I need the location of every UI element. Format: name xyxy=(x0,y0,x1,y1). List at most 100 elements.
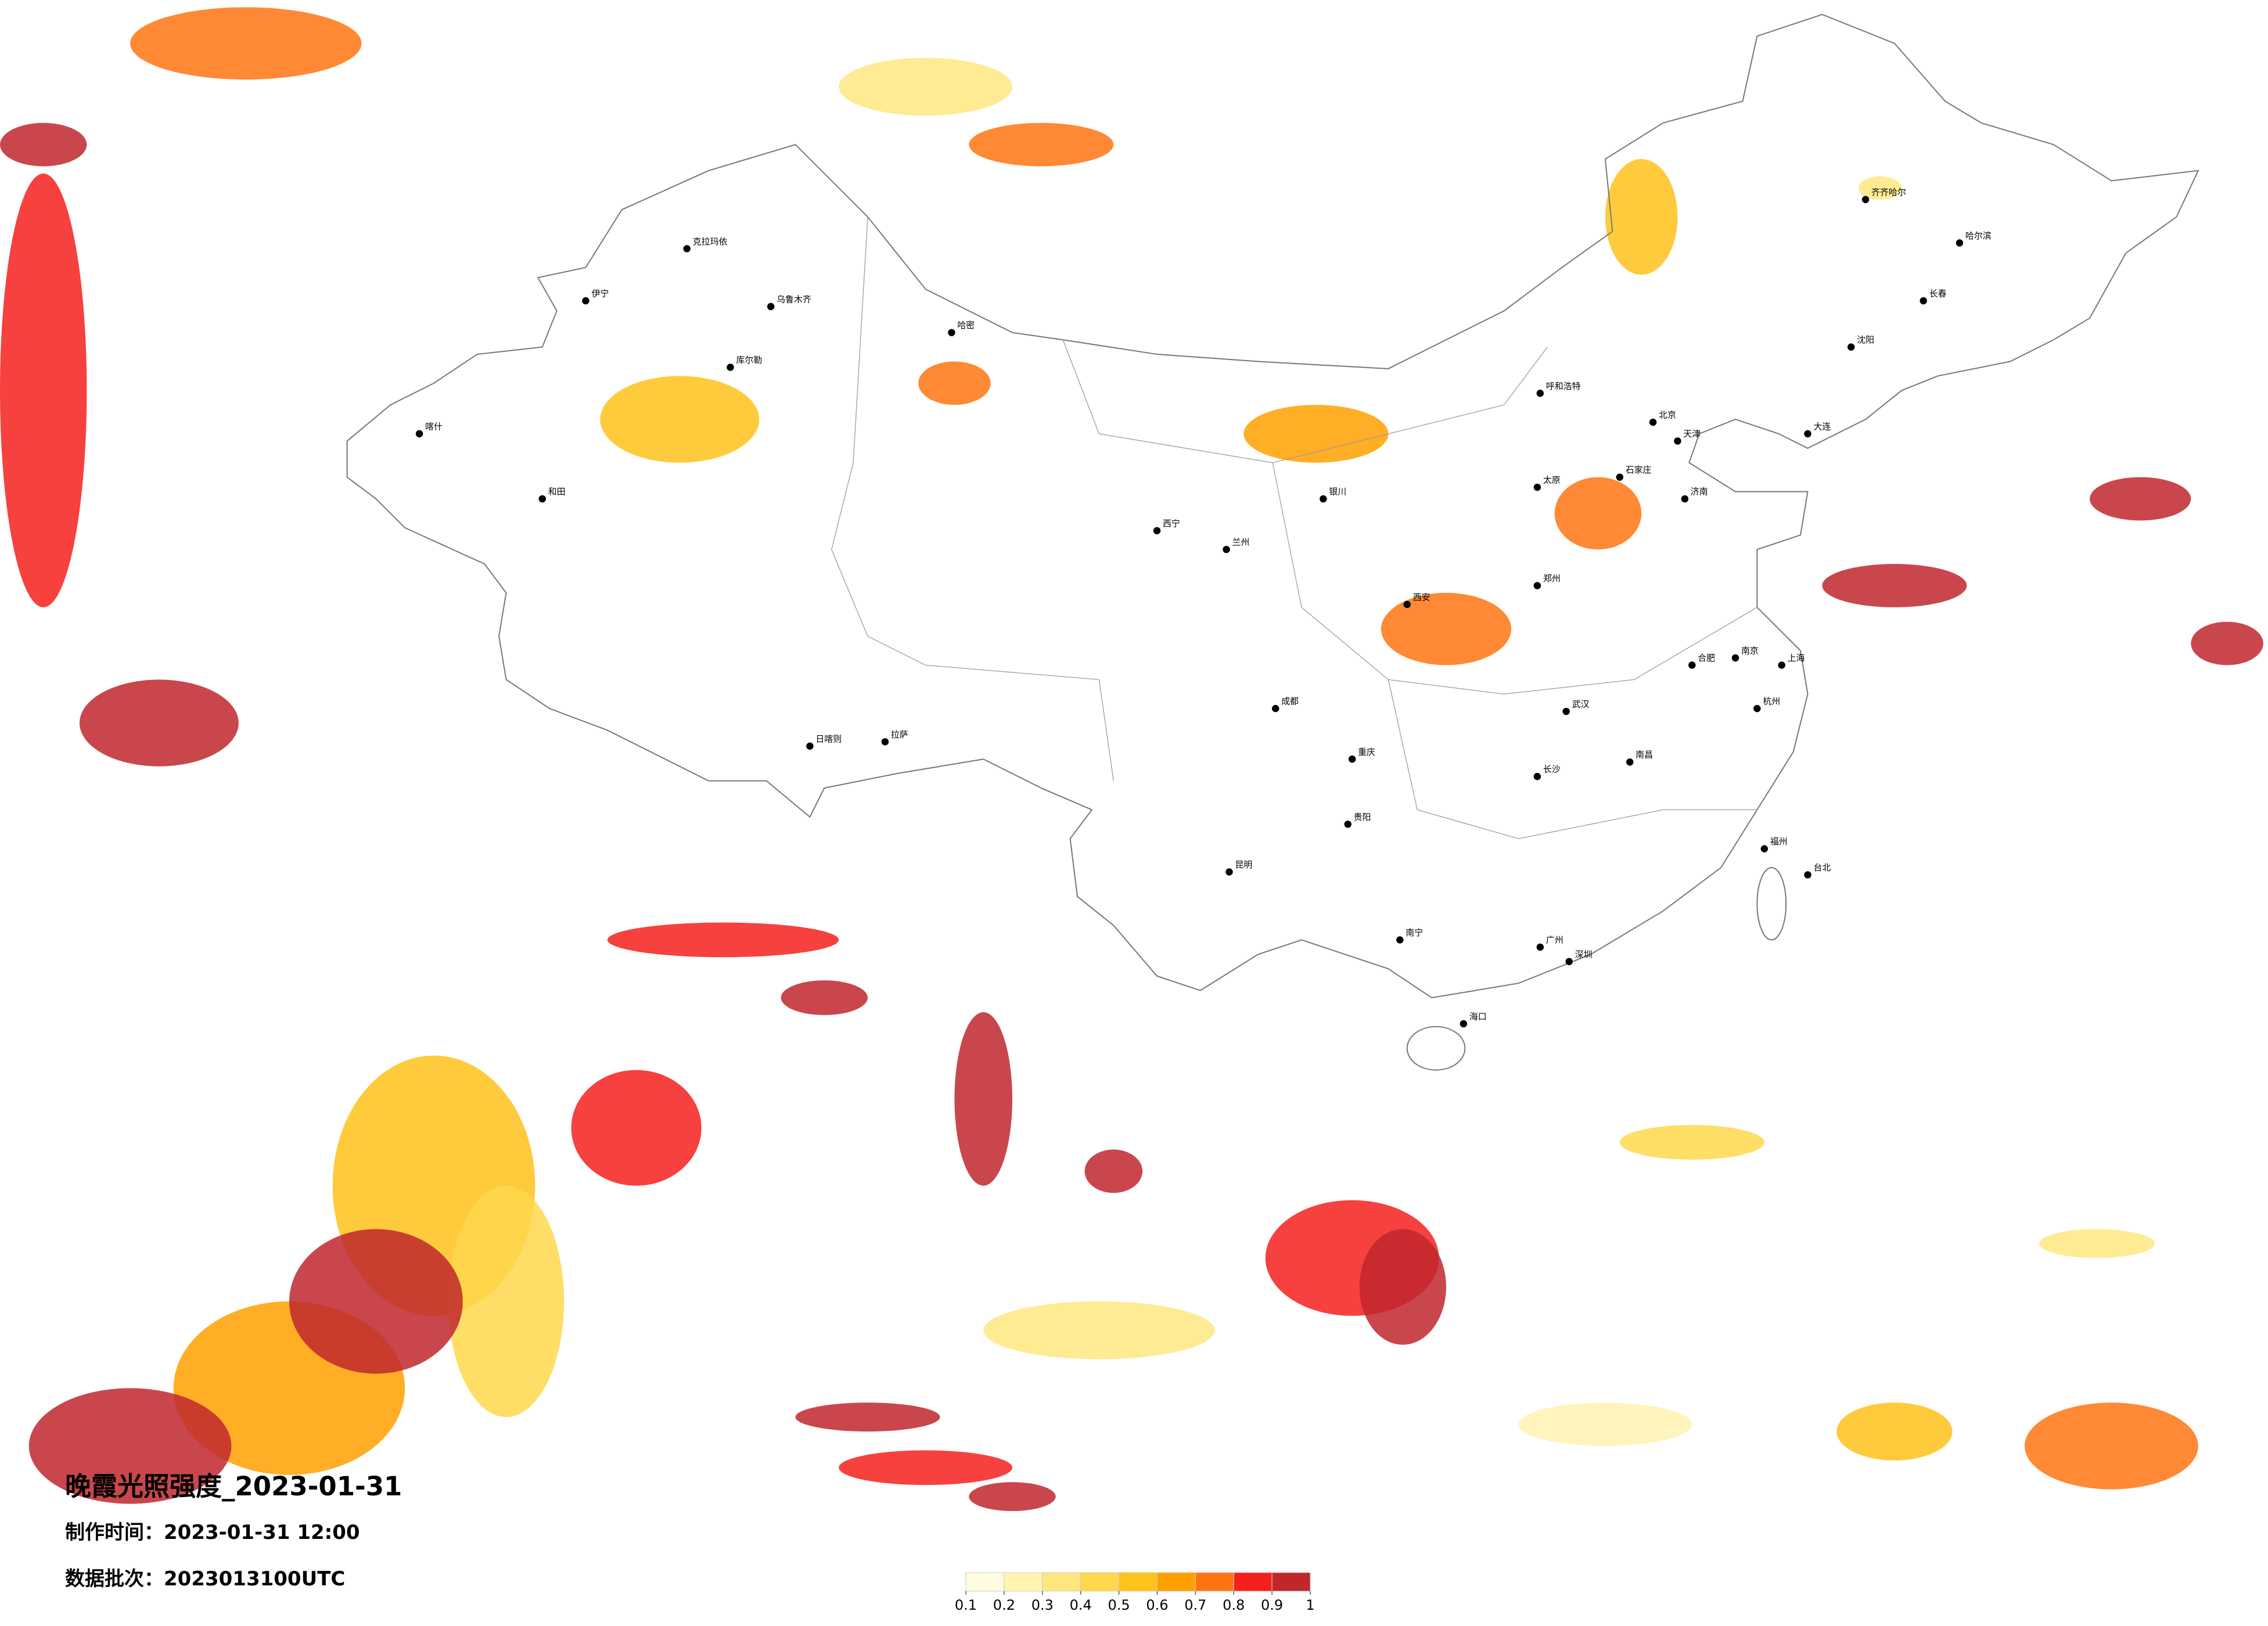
city-label: 昆明 xyxy=(1235,859,1252,870)
city-label: 石家庄 xyxy=(1626,465,1652,475)
cloud-patch xyxy=(571,1070,702,1186)
cloud-patch xyxy=(1836,1402,1953,1460)
city-label: 和田 xyxy=(548,487,566,497)
colorbar-tick-label: 0.7 xyxy=(1184,1597,1206,1613)
city-dot xyxy=(1460,1020,1468,1028)
city-label: 呼和浩特 xyxy=(1546,381,1581,391)
city-label: 郑州 xyxy=(1543,573,1561,584)
city-label: 大连 xyxy=(1813,422,1831,432)
city-label: 兰州 xyxy=(1232,537,1249,548)
city-dot xyxy=(1760,845,1769,852)
china-outline xyxy=(346,13,2199,999)
city-label: 喀什 xyxy=(425,422,443,432)
cloud-patch xyxy=(969,123,1114,167)
colorbar-tick-label: 0.2 xyxy=(993,1597,1015,1613)
cloud-patch xyxy=(1084,1149,1143,1193)
cloud-patch xyxy=(607,922,839,958)
cloud-patch xyxy=(954,1012,1012,1186)
city-dot xyxy=(881,738,889,746)
colorbar-tick-label: 0.5 xyxy=(1108,1597,1130,1613)
cloud-patch xyxy=(918,361,991,405)
cloud-patch xyxy=(1858,176,1902,200)
colorbar-tick-label: 0.4 xyxy=(1070,1597,1092,1613)
city-dot xyxy=(415,430,423,438)
cloud-patch xyxy=(969,1482,1056,1512)
city-label: 长沙 xyxy=(1543,764,1561,775)
city-dot xyxy=(1731,654,1739,662)
city-dot xyxy=(948,329,955,336)
city-label: 海口 xyxy=(1469,1011,1487,1021)
cloud-patch xyxy=(2090,477,2191,521)
city-label: 伊宁 xyxy=(591,288,609,298)
city-dot xyxy=(1753,704,1761,713)
city-label: 克拉玛依 xyxy=(693,236,728,247)
colorbar-cell xyxy=(1271,1572,1311,1592)
cloud-patch xyxy=(600,376,760,463)
city-dot xyxy=(1225,868,1233,876)
city-dot xyxy=(1681,495,1689,503)
cloud-patch xyxy=(781,980,868,1015)
cloud-patch xyxy=(795,1402,940,1432)
taiwan-outline xyxy=(1756,867,1787,941)
cloud-patch xyxy=(1243,405,1389,463)
province-border xyxy=(1062,339,1548,463)
city-dot xyxy=(1396,936,1404,944)
colorbar-cell xyxy=(1042,1572,1081,1592)
city-dot xyxy=(538,495,546,503)
city-dot xyxy=(767,303,775,311)
colorbar-tick-label: 0.8 xyxy=(1223,1597,1245,1613)
map-title: 晚霞光照强度_2023-01-31 xyxy=(65,1471,402,1502)
colorbar-cell xyxy=(1195,1572,1234,1592)
city-dot xyxy=(1533,582,1541,589)
colorbar-cell xyxy=(1156,1572,1196,1592)
city-dot xyxy=(1616,473,1624,481)
city-dot xyxy=(1956,239,1964,247)
cloud-patch xyxy=(130,7,362,80)
city-label: 南昌 xyxy=(1636,750,1653,760)
cloud-layer xyxy=(0,7,2263,1512)
colorbar-cell xyxy=(1080,1572,1120,1592)
cloud-patch xyxy=(2025,1402,2198,1490)
cloud-patch xyxy=(79,679,239,767)
colorbar-tick-label: 0.6 xyxy=(1146,1597,1168,1613)
city-label: 贵阳 xyxy=(1354,812,1371,822)
city-label: 福州 xyxy=(1770,836,1788,847)
colorbar-tick-label: 0.9 xyxy=(1261,1597,1283,1613)
city-label: 南京 xyxy=(1741,645,1759,656)
city-dot xyxy=(683,245,691,253)
cloud-patch xyxy=(983,1301,1215,1359)
hainan-outline xyxy=(1406,1026,1466,1071)
city-dot xyxy=(806,742,814,750)
city-dot xyxy=(1804,871,1811,879)
production-time: 制作时间：2023-01-31 12:00 xyxy=(65,1521,360,1544)
city-label: 乌鲁木齐 xyxy=(777,294,811,304)
city-dot xyxy=(1861,196,1870,203)
city-dot xyxy=(1533,772,1541,780)
city-dot xyxy=(1271,704,1279,713)
province-border xyxy=(831,217,1114,781)
city-dot xyxy=(1649,418,1657,426)
city-dot xyxy=(1153,527,1161,535)
city-dot xyxy=(1344,821,1352,828)
colorbar-cell xyxy=(965,1572,1005,1592)
city-label: 齐齐哈尔 xyxy=(1871,187,1906,197)
colorbar: 0.1 0.2 0.3 0.4 0.5 0.6 0.7 0.8 0.9 1 xyxy=(955,1572,1315,1613)
city-label: 上海 xyxy=(1788,653,1805,663)
city-label: 天津 xyxy=(1683,429,1701,439)
city-label: 重庆 xyxy=(1358,747,1375,757)
city-dot xyxy=(1320,495,1327,503)
city-label: 南宁 xyxy=(1406,927,1423,938)
cloud-patch xyxy=(289,1229,463,1374)
province-border xyxy=(1272,462,1757,695)
cloud-patch xyxy=(839,57,1012,116)
city-dot xyxy=(1536,943,1544,951)
city-dot xyxy=(1536,390,1544,397)
city-dot xyxy=(1403,600,1411,609)
city-dot xyxy=(1688,661,1696,669)
data-batch: 数据批次：2023013100UTC xyxy=(65,1567,345,1591)
city-label: 太原 xyxy=(1543,475,1561,485)
cloud-patch xyxy=(1554,477,1642,550)
